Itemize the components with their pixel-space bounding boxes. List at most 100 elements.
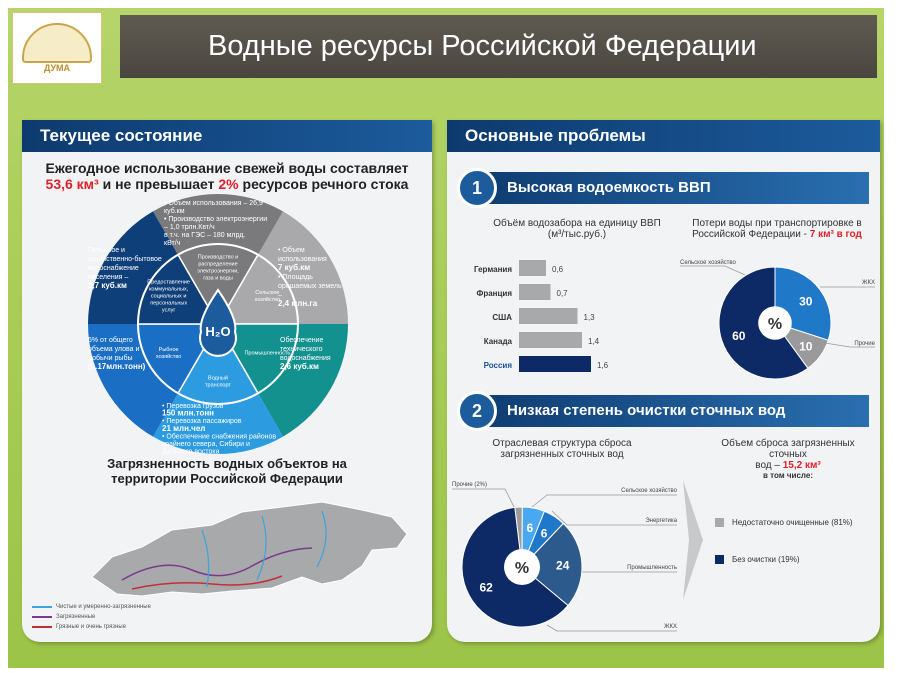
pie-category-label: Прочие (2%) [452, 482, 487, 488]
text-line: транспорт [205, 383, 231, 389]
text-line: газа и воды [203, 276, 233, 282]
discharge-legend: Недостаточно очищенные (81%) Без очистки … [715, 518, 853, 592]
text-line: Обеспечение [280, 336, 324, 344]
loss-value: 7 км³ в год [809, 229, 862, 240]
leader-line [824, 342, 875, 348]
legend-item: Чистые и умеренно-загрязненные [32, 604, 151, 610]
leader-line [546, 624, 677, 632]
text-line: коммунальных, [149, 287, 189, 293]
text-line: социальных и [151, 294, 187, 300]
wheel-sector-text: • Объем использования – 26,9 куб.км • Прои… [164, 199, 267, 247]
current-state-panel: Текущее состояние Ежегодное использовани… [22, 120, 432, 642]
bar-value-label: 1,4 [588, 337, 600, 346]
map-legend: Чистые и умеренно-загрязненные Загрязненн… [32, 604, 151, 634]
pie-category-label: ЖКХ [862, 280, 875, 286]
text-line: Производство и [198, 255, 238, 261]
bar-value-label: 1,3 [584, 313, 596, 322]
legend-label: Чистые и умеренно-загрязненные [56, 604, 151, 610]
center-label: % [515, 560, 529, 577]
headline-line-1: Ежегодное использование свежей воды сост… [45, 160, 409, 176]
duma-logo: ДУМА [12, 12, 102, 84]
legend-line [32, 626, 52, 628]
pie-value-label: 60 [732, 329, 746, 343]
bar-value-label: 1,6 [597, 361, 609, 370]
discharge-structure-pie: Прочие (2%) 6 Сельское хозяйство 6 Энергетик… [452, 482, 678, 632]
bar-value-label: 0,7 [557, 289, 569, 298]
text: Объем сброса загрязненных сточных [721, 438, 855, 460]
text-line: Дальнего востока [162, 449, 220, 456]
bar [519, 260, 546, 276]
problem-title: Высокая водоемкость ВВП [507, 179, 711, 196]
text: и не превышает [98, 176, 219, 192]
leader-line [680, 265, 746, 276]
text-line: – [278, 292, 282, 299]
text-line: крайнего севера, Сибири и [162, 440, 250, 448]
leader-line [531, 494, 677, 508]
problem-title: Низкая степень очистки сточных вод [507, 402, 786, 419]
discharge-pie-title: Отраслевая структура сброса загрязненных… [492, 438, 632, 460]
text-line: куб.км [164, 207, 185, 215]
text-line: объема улова и [88, 345, 139, 353]
map-title: Загрязненность водных объектов на террит… [107, 456, 347, 486]
legend-label: Грязные и очень грязные [56, 624, 127, 630]
pie-value-label: 6 [541, 527, 548, 541]
water-use-wheel: • Объем использования – 26,9 куб.км • Прои… [88, 194, 348, 456]
pie-category-label: Сельское хозяйство [621, 487, 678, 494]
text-line: хозяйство [255, 296, 280, 303]
text-line: использования [278, 256, 327, 263]
legend-line [32, 606, 52, 608]
text-line: Питьевое и [88, 247, 125, 254]
leader-line [551, 510, 677, 526]
wheel-sector-text: • Перевозка грузов 150 млн.тонн • Перевозк… [162, 403, 276, 456]
text-line: Рыбное [159, 347, 179, 353]
donut-center [504, 549, 540, 585]
slide-title: Водные ресурсы Российской Федерации [120, 15, 877, 78]
text-line: населения – [88, 274, 128, 281]
pie-category-label: Прочие [854, 341, 875, 347]
text-line: орошаемых земель [278, 283, 342, 290]
water-intake-bar-chart: Германия 0,6 Франция 0,7 США 1,3 Канада 1,4 Росс… [474, 260, 609, 372]
text: Потери воды при транспортировке в [692, 218, 862, 229]
pie-category-label: ЖКХ [664, 624, 677, 630]
legend-label: Недостаточно очищенные (81%) [732, 518, 853, 527]
legend-item: Без очистки (19%) [715, 555, 853, 564]
text: в том числе: [763, 471, 813, 480]
text-line: Водный [208, 375, 228, 382]
bar [519, 284, 551, 300]
donut-center [758, 306, 792, 340]
wheel-inner-label: Сельское хозяйство [255, 290, 280, 303]
bar-category-label: Канада [484, 337, 513, 346]
legend-item: Недостаточно очищенные (81%) [715, 518, 853, 527]
text-line: 8,7 куб.км [88, 281, 127, 290]
bar-category-label: Россия [484, 361, 513, 370]
wheel-inner-label: Водный транспорт [205, 375, 231, 389]
wheel-outer-sector [88, 324, 178, 437]
bar-chart-title: Объём водозабора на единицу ВВП (м³/тыс.… [493, 218, 661, 240]
pie-category-label: Сельское хозяйство [680, 259, 737, 266]
pie-category-label: Промышленность [627, 565, 677, 571]
text-line: – 1,0 трлн.Квт/ч [164, 224, 215, 231]
text-line: 150 млн.тонн [162, 409, 214, 418]
problem-number: 1 [457, 168, 497, 208]
pie-value-label: 10 [799, 339, 813, 353]
wheel-outer-sector [153, 393, 283, 454]
water-loss-pie: 30 ЖКХ 10 Прочие 60 Сельское хозяйство% [680, 259, 876, 380]
wheel-sector-text: Обеспечение технического водоснабжения 2,6 … [280, 336, 331, 371]
pie-value-label: 62 [479, 580, 493, 594]
legend-item: Загрязненные [32, 614, 151, 620]
legend-label: Без очистки (19%) [732, 555, 800, 564]
text-line: добычи рыбы [88, 354, 133, 362]
text-line: 2,4 млн.га [278, 299, 318, 308]
pie-category-label: Энергетика [645, 518, 677, 524]
h2o-label: H₂O [205, 324, 230, 339]
legend-swatch [715, 518, 724, 527]
headline-line-2: 53,6 км³ и не превышает 2% ресурсов речн… [22, 176, 432, 192]
pie-slice [521, 522, 583, 607]
problem-1-header: 1 Высокая водоемкость ВВП [457, 168, 869, 208]
text-line: 7 куб.км [278, 263, 310, 272]
text-line: 21 млн.чел [162, 424, 205, 433]
bar-category-label: США [492, 313, 512, 322]
wheel-outer-sector [88, 211, 178, 324]
panel-title: Основные проблемы [447, 120, 880, 152]
